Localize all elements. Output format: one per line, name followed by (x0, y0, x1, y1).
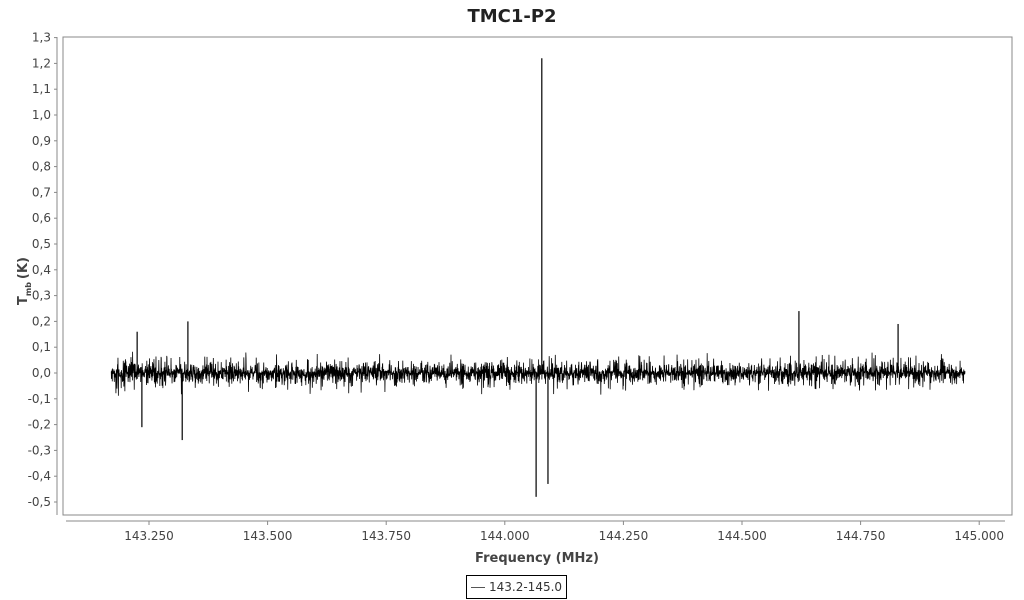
legend-swatch (471, 586, 485, 588)
spectrum-line (110, 351, 966, 396)
plot-area (62, 36, 1013, 516)
x-tick-label: 143.750 (361, 529, 411, 543)
x-tick-label: 144.250 (599, 529, 649, 543)
y-tick-label: 0,0 (32, 366, 51, 380)
svg-text:Tmb(K): Tmb (K) (16, 257, 33, 305)
y-tick-label: -0,1 (28, 392, 51, 406)
y-label-unit: (K) (16, 257, 31, 279)
y-axis-label: Tmb (K) (16, 257, 33, 305)
y-tick-label: 0,2 (32, 314, 51, 328)
y-tick-label: 0,3 (32, 289, 51, 303)
x-tick-label: 144.750 (836, 529, 886, 543)
x-tick-label: 145.000 (954, 529, 1004, 543)
y-tick-label: 0,4 (32, 263, 51, 277)
y-tick-label: 1,0 (32, 108, 51, 122)
x-tick-label: 144.000 (480, 529, 530, 543)
y-tick-label: -0,4 (28, 469, 51, 483)
y-tick-label: 0,9 (32, 134, 51, 148)
y-tick-label: -0,3 (28, 443, 51, 457)
chart-title: TMC1-P2 (467, 6, 556, 27)
y-tick-label: 0,7 (32, 185, 51, 199)
x-axis-label: Frequency (MHz) (475, 551, 599, 566)
y-label-sub: mb (24, 282, 33, 296)
y-tick-label: 1,3 (32, 31, 51, 45)
y-tick-label: 0,1 (32, 340, 51, 354)
x-tick-label: 144.500 (717, 529, 767, 543)
y-tick-label: 0,5 (32, 237, 51, 251)
y-tick-label: 1,2 (32, 56, 51, 70)
y-label-main: T (16, 296, 31, 305)
legend-label: 143.2-145.0 (489, 580, 563, 594)
x-tick-label: 143.250 (124, 529, 174, 543)
x-tick-label: 143.500 (243, 529, 293, 543)
y-tick-label: 0,6 (32, 211, 51, 225)
legend[interactable]: 143.2-145.0 (466, 575, 568, 599)
y-tick-label: -0,2 (28, 418, 51, 432)
y-tick-label: -0,5 (28, 495, 51, 509)
y-tick-label: 0,8 (32, 160, 51, 174)
y-tick-label: 1,1 (32, 82, 51, 96)
